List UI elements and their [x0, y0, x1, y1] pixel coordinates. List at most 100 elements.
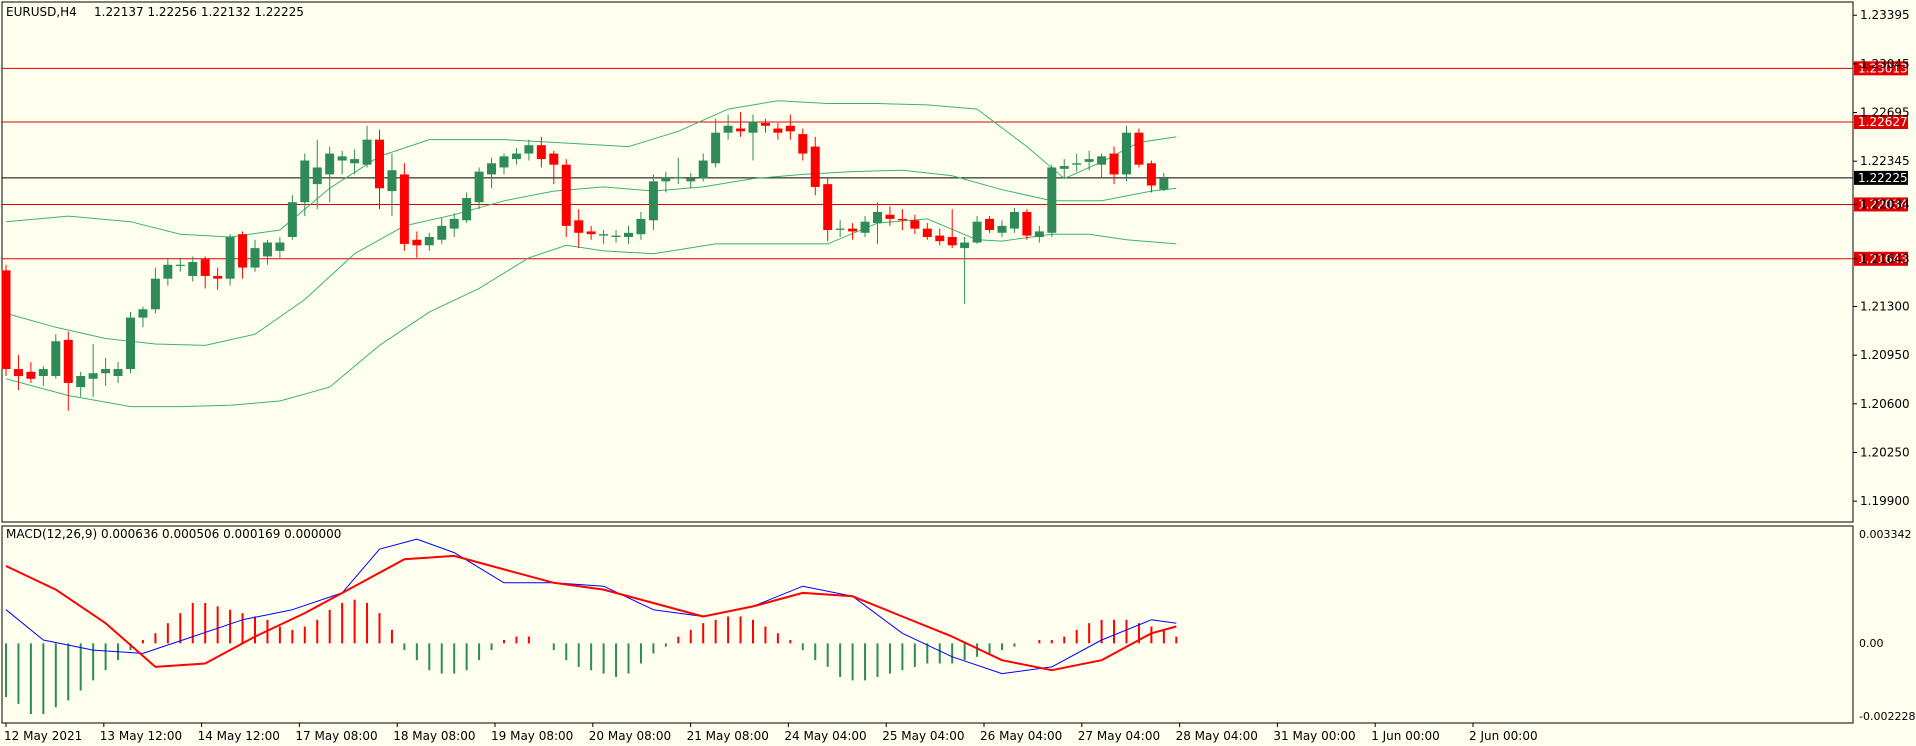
bull-candle: [1059, 166, 1069, 169]
bear-candle: [823, 184, 833, 231]
bear-candle: [885, 214, 895, 219]
bull-candle: [337, 156, 347, 161]
level-price-tag: [1854, 61, 1908, 76]
bear-candle: [63, 339, 73, 383]
macd-lines: [5, 538, 1177, 675]
level-price-label: 1.21643: [1858, 252, 1908, 266]
bull-candle: [524, 145, 534, 154]
time-axis: 12 May 2021 13 May 12:00 14 May 12:00 17 Ma…: [4, 723, 1538, 743]
time-tick-label: 13 May 12:00: [100, 729, 182, 743]
level-price-tag: [1854, 197, 1908, 212]
bollinger-middle-band: [5, 169, 1177, 346]
bull-candle: [624, 232, 633, 237]
bull-candle: [275, 242, 285, 251]
bear-candle: [935, 235, 945, 242]
price-tick-label: 1.20950: [1860, 348, 1910, 362]
bull-candle: [312, 167, 322, 185]
bull-candle: [686, 178, 696, 182]
bear-candle: [736, 128, 746, 132]
price-tick-label: 1.23045: [1860, 57, 1910, 71]
macd-indicator-title: MACD(12,26,9) 0.000636 0.000506 0.000169…: [6, 527, 341, 541]
bull-candle: [163, 264, 173, 279]
bear-candle: [1134, 132, 1144, 165]
time-tick-label: 2 Jun 00:00: [1469, 729, 1538, 743]
bear-candle: [1, 270, 11, 370]
bear-candle: [26, 371, 36, 379]
bull-candle: [723, 125, 733, 133]
bull-candle: [250, 248, 260, 268]
time-tick-label: 17 May 08:00: [295, 729, 377, 743]
bull-candle: [287, 202, 297, 237]
level-price-label: 1.22627: [1858, 115, 1908, 129]
bull-candle: [101, 369, 111, 374]
bull-candle: [711, 132, 721, 164]
bear-candle: [1146, 163, 1156, 186]
bull-candle: [1084, 159, 1094, 162]
bear-candle: [785, 125, 795, 132]
bear-candle: [947, 236, 957, 246]
bull-candle: [698, 160, 708, 179]
bull-candle: [150, 278, 160, 310]
bear-candle: [399, 174, 409, 244]
price-tick-label: 1.20600: [1860, 397, 1910, 411]
bear-candle: [412, 239, 422, 246]
bollinger-lower-band: [5, 218, 1177, 408]
time-tick-label: 18 May 08:00: [393, 729, 475, 743]
bear-candle: [985, 218, 995, 231]
current-price-tag: [1854, 170, 1908, 185]
bull-candle: [1034, 231, 1044, 237]
time-tick-label: 19 May 08:00: [491, 729, 573, 743]
bull-candle: [350, 159, 360, 164]
macd-axis-bottom-label: -0.002228: [1859, 710, 1915, 723]
bear-candle: [897, 218, 907, 221]
time-tick-label: 26 May 04:00: [980, 729, 1062, 743]
bull-candle: [1159, 178, 1169, 190]
symbol-label: EURUSD,H4: [6, 5, 77, 19]
bollinger-upper-band: [5, 100, 1177, 238]
bear-candle: [200, 259, 210, 276]
bull-candle: [673, 177, 683, 179]
bull-candle: [487, 163, 497, 175]
price-tick-label: 1.19900: [1860, 494, 1910, 508]
bull-candle: [113, 369, 123, 377]
bull-candle: [511, 153, 521, 160]
macd-axis-zero-label: 0.00: [1859, 637, 1884, 650]
price-tick-label: 1.22034: [1860, 197, 1910, 211]
bull-candle: [462, 198, 472, 221]
bull-candle: [661, 177, 671, 182]
bull-candle: [437, 225, 447, 240]
bull-candle: [599, 234, 609, 236]
time-tick-label: 28 May 04:00: [1176, 729, 1258, 743]
indicator-panel-frame: [1, 525, 1854, 724]
bull-candle: [1047, 167, 1057, 233]
horizontal-levels[interactable]: 1.23013 1.22627 1.22034 1.21643 1.22225: [2, 61, 1908, 266]
bull-candle: [972, 221, 982, 243]
bull-candle: [873, 211, 882, 224]
bull-candle: [835, 228, 845, 230]
bull-candle: [997, 225, 1007, 233]
price-tick-label: 1.23395: [1860, 8, 1910, 22]
bear-candle: [549, 153, 559, 165]
bear-candle: [536, 145, 546, 160]
price-tick-label: 1.21643: [1860, 252, 1910, 266]
bull-candle: [1072, 163, 1082, 165]
bull-candle: [126, 317, 135, 370]
time-tick-label: 24 May 04:00: [784, 729, 866, 743]
macd-main-line: [5, 538, 1177, 675]
bull-candle: [648, 181, 658, 221]
level-price-tag: [1854, 114, 1908, 129]
bull-candle: [860, 221, 870, 233]
price-tick-label: 1.21300: [1860, 299, 1910, 313]
bull-candle: [748, 121, 758, 133]
time-tick-label: 14 May 12:00: [198, 729, 280, 743]
bear-candle: [586, 231, 596, 235]
candlestick-series: [1, 111, 1169, 411]
time-tick-label: 21 May 08:00: [687, 729, 769, 743]
time-tick-label: 31 May 00:00: [1273, 729, 1355, 743]
bull-candle: [1009, 211, 1019, 229]
ohlc-readout: 1.22137 1.22256 1.22132 1.22225: [94, 5, 304, 19]
bear-candle: [375, 139, 384, 189]
bull-candle: [325, 153, 335, 175]
bull-candle: [38, 369, 48, 377]
